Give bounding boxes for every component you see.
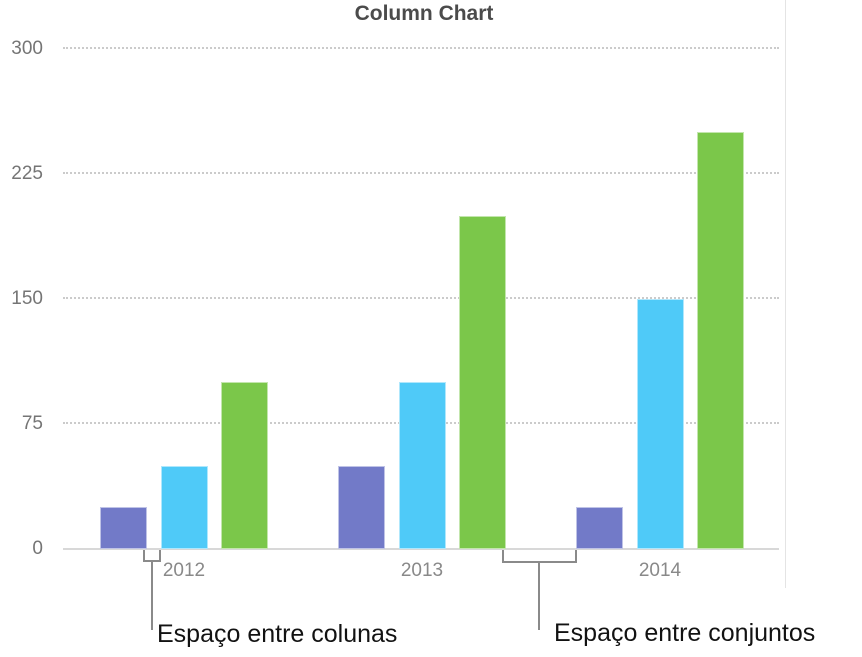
column-gap-bracket-bottom: [143, 560, 161, 562]
bar-series-3-2012: [221, 382, 268, 549]
bar-series-1-2012: [100, 507, 147, 549]
gridline-300: [63, 47, 779, 49]
bar-series-2-2012: [160, 465, 208, 549]
panel-border-line: [785, 0, 786, 588]
y-axis-tick-label: 150: [11, 288, 43, 309]
bar-series-3-2014: [697, 132, 744, 549]
bar-series-2-2013: [398, 382, 446, 549]
y-axis-tick-label: 225: [11, 163, 43, 184]
set-gap-bracket-bottom: [502, 561, 577, 563]
bar-series-1-2014: [576, 507, 623, 549]
gridline-225: [63, 172, 779, 174]
x-axis-category-label: 2012: [162, 560, 206, 581]
x-axis-category-label: 2013: [400, 560, 444, 581]
bar-series-2-2014: [636, 299, 684, 549]
set-gap-bracket-right-tick: [575, 550, 577, 563]
column-gap-bracket-left-tick: [143, 550, 145, 562]
column-gap-callout-line: [151, 562, 153, 630]
x-axis-category-label: 2014: [638, 560, 682, 581]
y-axis-tick-label: 300: [11, 38, 43, 59]
bar-series-3-2013: [459, 215, 506, 549]
y-axis-tick-label: 0: [32, 538, 43, 559]
bar-series-1-2013: [338, 465, 385, 549]
column-gap-annotation: Espaço entre colunas: [157, 620, 398, 648]
gridline-150: [63, 297, 779, 299]
y-axis-tick-label: 75: [21, 413, 43, 434]
chart-title: Column Chart: [354, 2, 494, 25]
x-axis-line: [63, 548, 779, 550]
column-gap-bracket-right-tick: [159, 550, 161, 562]
set-gap-callout-line: [538, 563, 540, 630]
set-gap-bracket-left-tick: [502, 550, 504, 563]
set-gap-annotation: Espaço entre conjuntos: [554, 619, 816, 647]
